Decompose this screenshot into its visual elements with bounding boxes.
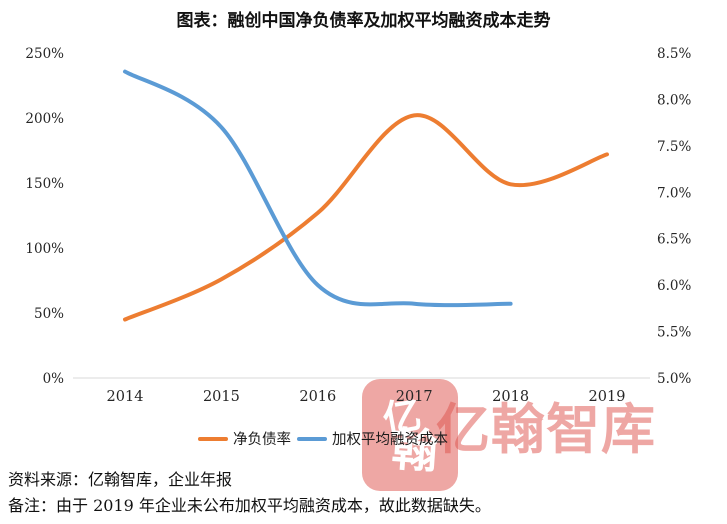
legend-label: 净负债率 — [233, 432, 291, 448]
x-axis-year-label: 2014 — [107, 389, 144, 405]
legend: 净负债率 加权平均融资成本 — [198, 428, 448, 449]
right-axis-tick: 5.0% — [657, 371, 691, 387]
left-axis-tick: 200% — [25, 111, 64, 127]
yihan-watermark-text: 亿翰智库 — [436, 397, 656, 461]
chart-title: 图表：融创中国净负债率及加权平均融资成本走势 — [176, 11, 551, 31]
right-axis-tick: 7.0% — [657, 185, 691, 201]
left-axis-tick: 0% — [43, 371, 65, 387]
right-axis-tick: 6.5% — [657, 232, 691, 248]
legend-item-net-debt-ratio: 净负债率 — [198, 428, 291, 449]
left-axis-tick: 50% — [34, 306, 64, 322]
right-axis-tick: 6.0% — [657, 278, 691, 294]
legend-swatch-blue-line — [297, 436, 327, 441]
right-axis-tick: 5.5% — [657, 325, 691, 341]
note-line: 备注：由于 2019 年企业未公布加权平均融资成本，故此数据缺失。 — [8, 496, 491, 515]
legend-label: 加权平均融资成本 — [332, 432, 448, 448]
yihan-seal-logo: 亿 翰 — [362, 379, 458, 491]
series-line-1 — [123, 69, 513, 308]
legend-swatch-orange-line — [198, 436, 228, 441]
source-line: 资料来源：亿翰智库，企业年报 — [8, 470, 233, 489]
series-line-0 — [123, 113, 609, 322]
left-axis-tick: 250% — [25, 46, 64, 62]
legend-item-financing-cost: 加权平均融资成本 — [297, 428, 448, 449]
x-axis-year-label: 2016 — [299, 389, 336, 405]
left-axis-tick: 100% — [25, 241, 64, 257]
x-axis-year-label: 2015 — [203, 389, 240, 405]
right-axis-tick: 8.0% — [657, 92, 691, 108]
right-axis-tick: 7.5% — [657, 139, 691, 155]
right-axis-tick: 8.5% — [657, 46, 691, 62]
left-axis-tick: 150% — [25, 176, 64, 192]
